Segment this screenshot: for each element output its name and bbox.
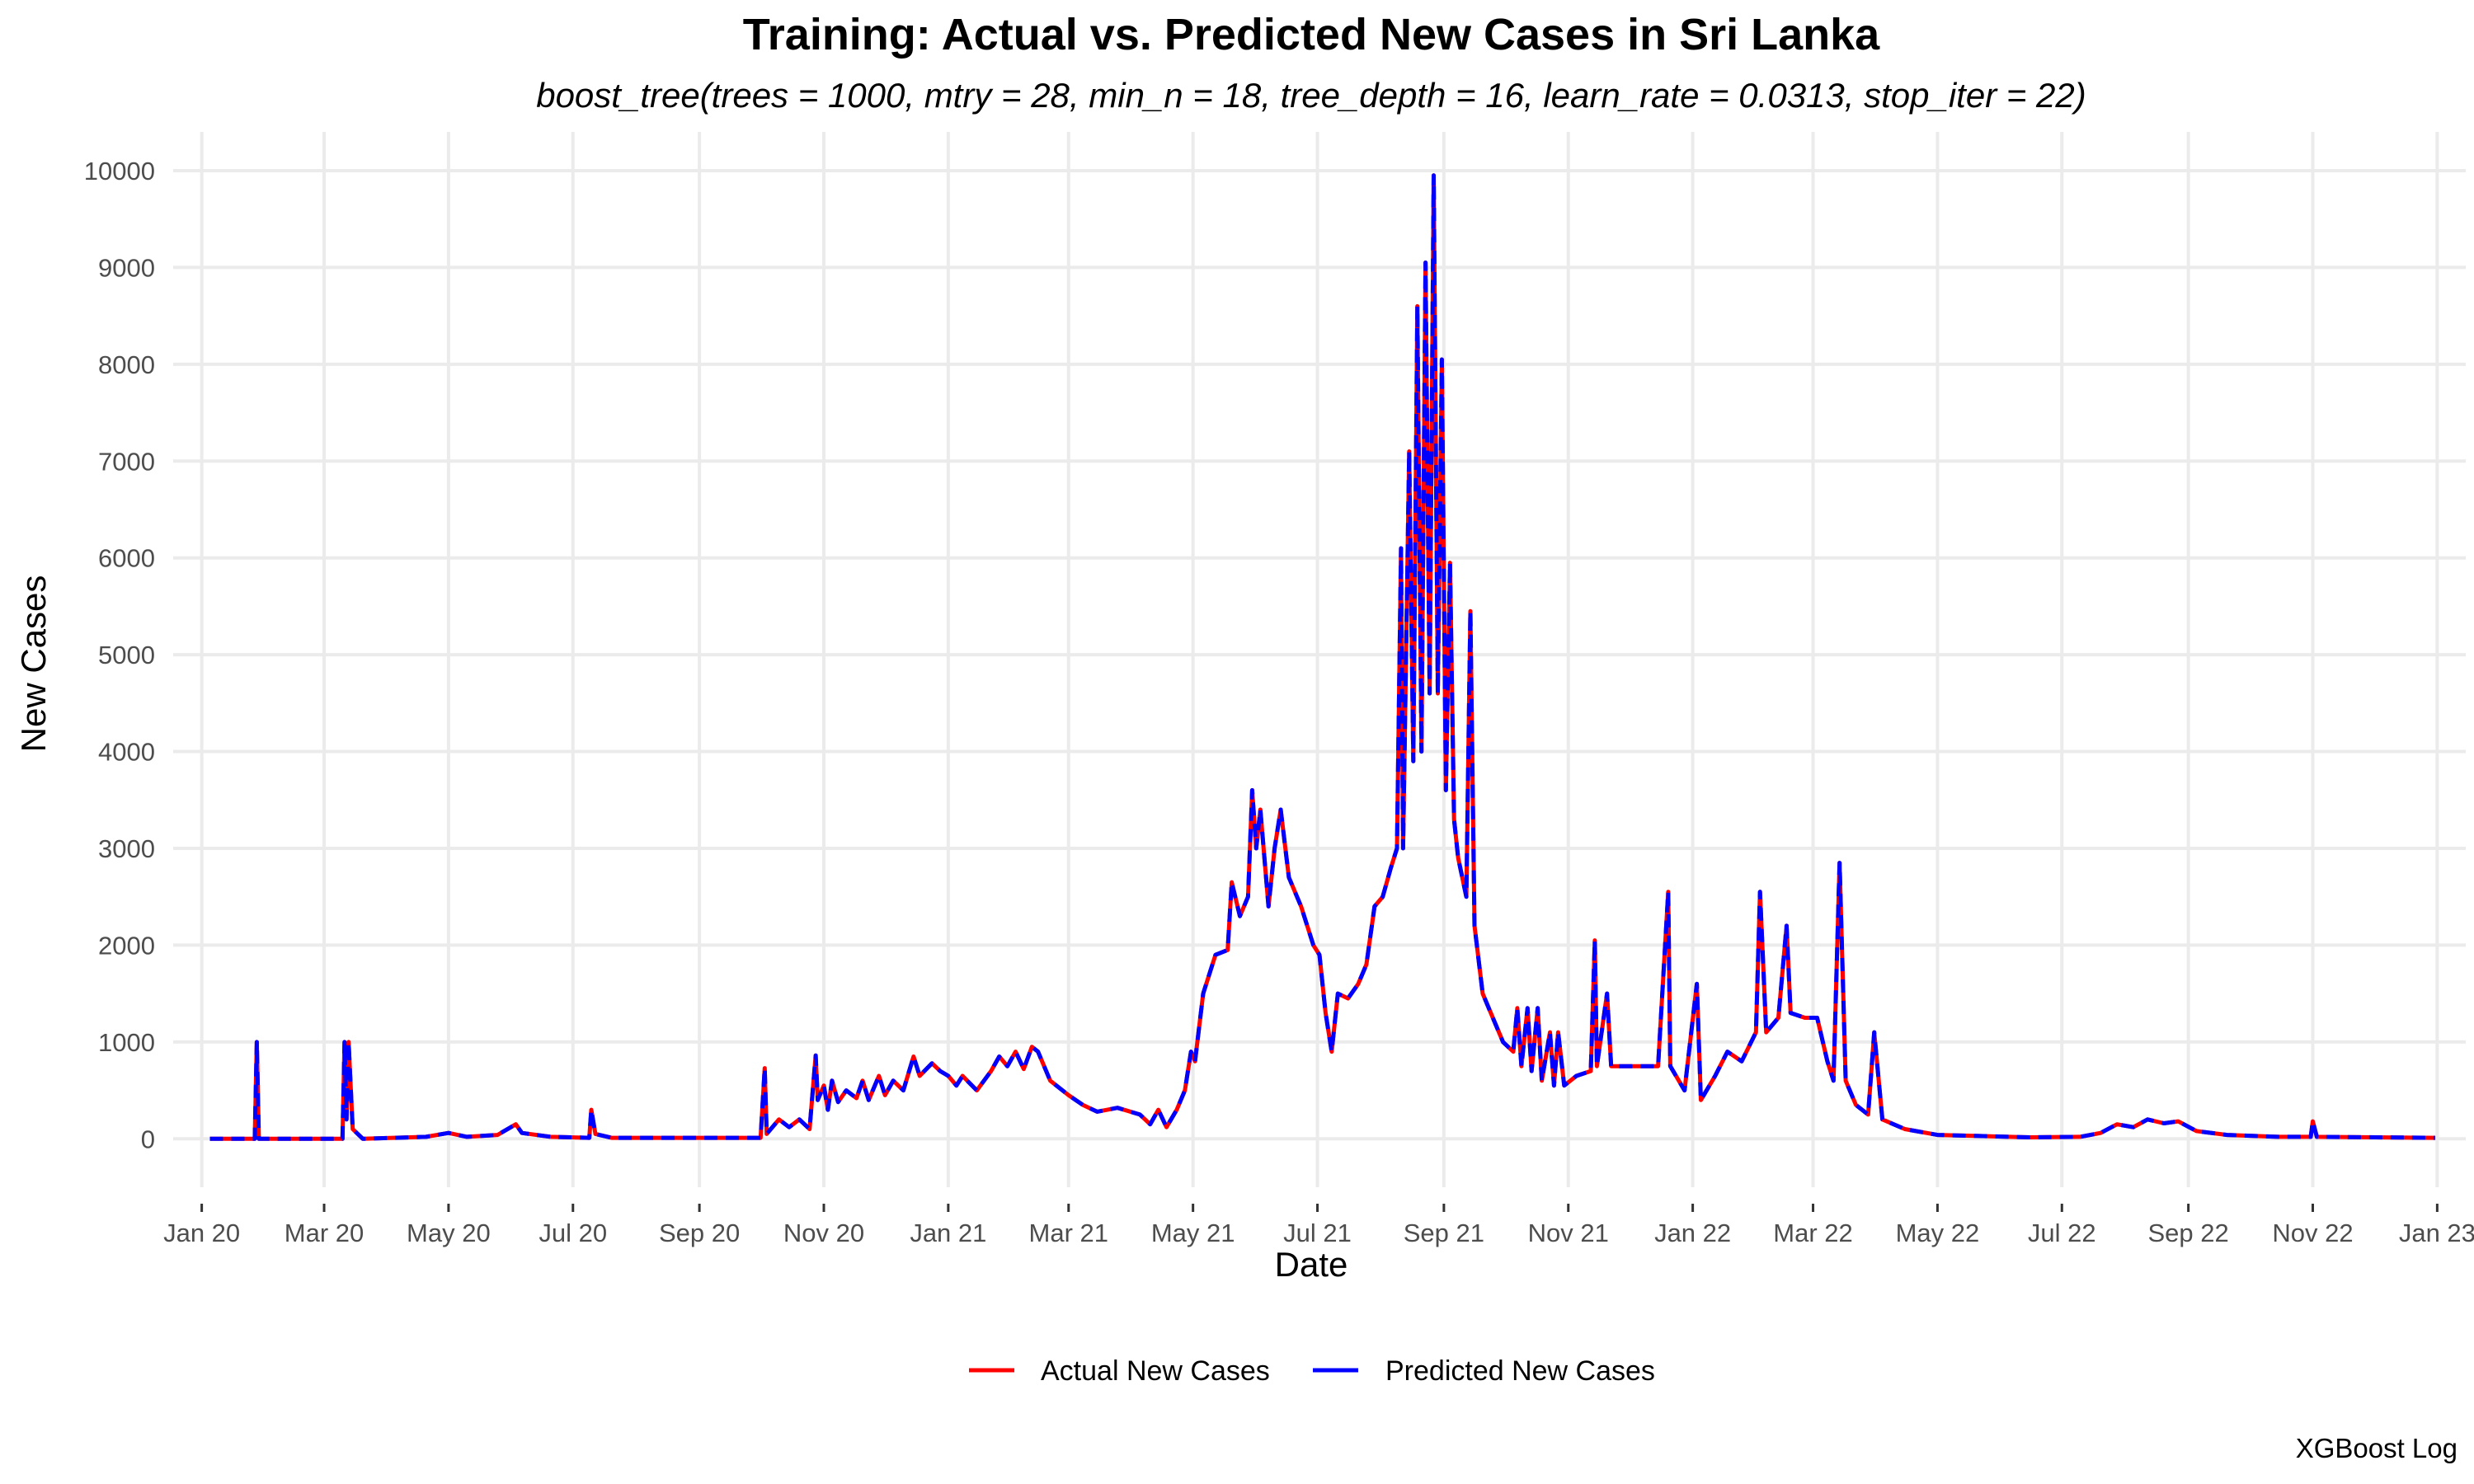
x-tick-label: Nov 20 [783, 1219, 864, 1247]
x-tick-label: Jan 23 [2399, 1219, 2474, 1247]
y-tick-label: 0 [141, 1125, 155, 1153]
legend: Actual New Cases Predicted New Cases [969, 1355, 1655, 1387]
x-tick-label: Mar 22 [1773, 1219, 1852, 1247]
y-tick-label: 1000 [98, 1028, 155, 1057]
x-tick-label: Jul 21 [1283, 1219, 1352, 1247]
y-tick-label: 6000 [98, 544, 155, 573]
series-line-actual [209, 173, 2435, 1141]
x-axis-ticks: Jan 20 Mar 20 May 20 Jul 20 Sep 20 Nov 20 Jan … [163, 1204, 2474, 1247]
chart-caption: XGBoost Log [2296, 1433, 2458, 1463]
legend-label-actual: Actual New Cases [1041, 1355, 1270, 1387]
x-tick-label: May 22 [1896, 1219, 1980, 1247]
y-tick-label: 7000 [98, 447, 155, 476]
x-tick-label: Sep 20 [659, 1219, 740, 1247]
x-axis-label: Date [1275, 1245, 1348, 1284]
y-tick-label: 4000 [98, 738, 155, 767]
x-tick-label: Nov 21 [1528, 1219, 1609, 1247]
series-layer [209, 173, 2435, 1141]
x-tick-label: Jan 21 [910, 1219, 986, 1247]
x-tick-label: Sep 22 [2147, 1219, 2228, 1247]
x-tick-label: Mar 20 [285, 1219, 364, 1247]
chart-title: Training: Actual vs. Predicted New Cases… [743, 10, 1880, 59]
legend-label-predicted: Predicted New Cases [1385, 1355, 1655, 1387]
x-tick-label: Sep 21 [1404, 1219, 1484, 1247]
y-axis-label: New Cases [14, 575, 53, 753]
x-tick-label: Jul 20 [539, 1219, 607, 1247]
y-tick-label: 8000 [98, 350, 155, 379]
x-tick-label: Nov 22 [2272, 1219, 2353, 1247]
chart-subtitle: boost_tree(trees = 1000, mtry = 28, min_… [536, 76, 2086, 115]
x-tick-label: Jul 22 [2028, 1219, 2096, 1247]
y-tick-label: 9000 [98, 253, 155, 282]
x-tick-label: Jan 22 [1654, 1219, 1731, 1247]
x-tick-label: May 20 [407, 1219, 491, 1247]
x-tick-label: Mar 21 [1029, 1219, 1108, 1247]
x-tick-label: Jan 20 [163, 1219, 240, 1247]
y-axis-ticks: 0 1000 2000 3000 4000 5000 6000 7000 8000 9000 100… [84, 157, 155, 1153]
y-tick-label: 5000 [98, 641, 155, 669]
y-tick-label: 2000 [98, 931, 155, 960]
y-tick-label: 10000 [84, 157, 155, 186]
x-tick-label: May 21 [1151, 1219, 1235, 1247]
y-tick-label: 3000 [98, 834, 155, 863]
legend-item-predicted: Predicted New Cases [1313, 1355, 1655, 1387]
legend-item-actual: Actual New Cases [969, 1355, 1270, 1387]
grid [173, 132, 2466, 1187]
